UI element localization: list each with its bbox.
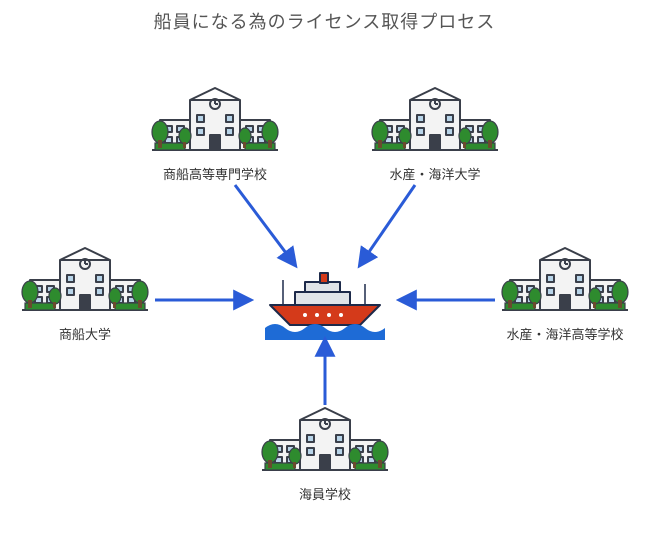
school-node-top-right: 水産・海洋大学 [360, 80, 510, 183]
building-icon [20, 240, 150, 320]
school-label: 水産・海洋高等学校 [490, 324, 640, 343]
building-icon [500, 240, 630, 320]
school-label: 商船高等専門学校 [140, 164, 290, 183]
school-node-top-left: 商船高等専門学校 [140, 80, 290, 183]
building-icon [370, 80, 500, 160]
school-node-left: 商船大学 [10, 240, 160, 343]
building-icon [260, 400, 390, 480]
school-label: 水産・海洋大学 [360, 164, 510, 183]
diagram-stage: 船員になる為のライセンス取得プロセス 商船高 [0, 0, 649, 535]
school-node-right: 水産・海洋高等学校 [490, 240, 640, 343]
school-label: 商船大学 [10, 324, 160, 343]
ship-icon [265, 270, 385, 345]
school-label: 海員学校 [250, 484, 400, 503]
diagram-title: 船員になる為のライセンス取得プロセス [0, 8, 649, 34]
school-node-bottom: 海員学校 [250, 400, 400, 503]
building-icon [150, 80, 280, 160]
